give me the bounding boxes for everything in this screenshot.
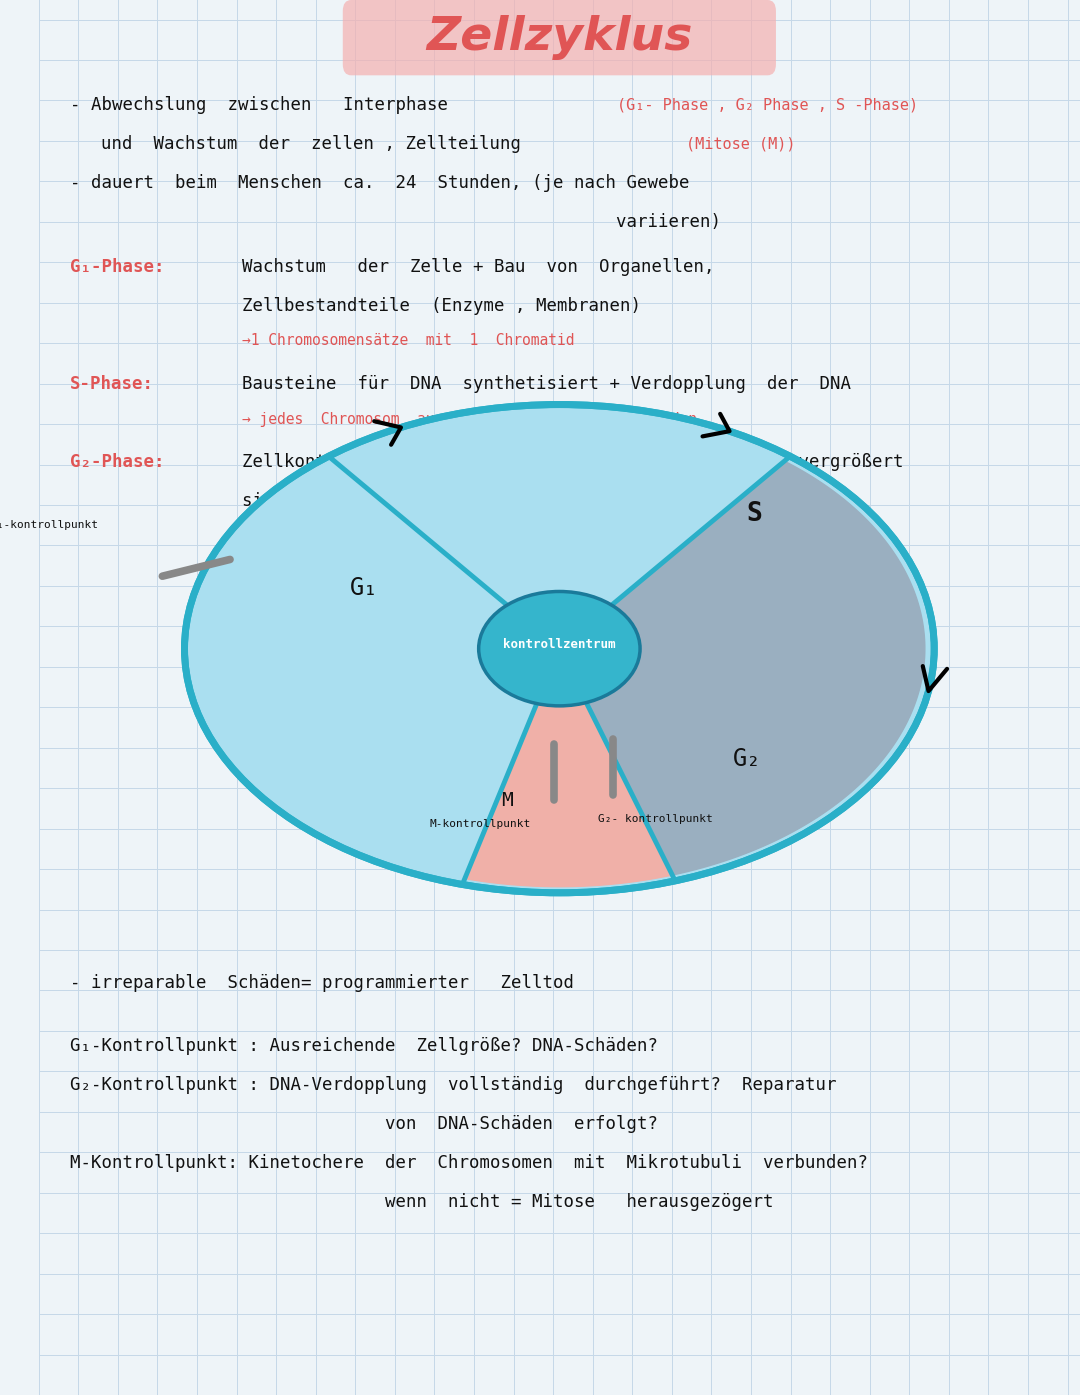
- Text: G₂-Phase:: G₂-Phase:: [70, 453, 164, 472]
- Polygon shape: [194, 462, 559, 879]
- Polygon shape: [559, 462, 924, 875]
- Text: und  Wachstum  der  zellen , Zellteilung: und Wachstum der zellen , Zellteilung: [102, 135, 531, 152]
- Text: - Abwechslung  zwischen   Interphase: - Abwechslung zwischen Interphase: [70, 96, 459, 113]
- Text: Wachstum   der  Zelle + Bau  von  Organellen,: Wachstum der Zelle + Bau von Organellen,: [242, 258, 714, 276]
- Text: Zellbestandteile  (Enzyme , Membranen): Zellbestandteile (Enzyme , Membranen): [242, 297, 640, 315]
- Text: S-Phase:: S-Phase:: [70, 375, 154, 393]
- Text: (Mitose (M)): (Mitose (M)): [687, 137, 796, 151]
- FancyBboxPatch shape: [342, 0, 775, 75]
- Ellipse shape: [478, 591, 640, 706]
- Text: wenn  nicht = Mitose   herausgezögert: wenn nicht = Mitose herausgezögert: [70, 1193, 773, 1211]
- Ellipse shape: [185, 405, 934, 893]
- Text: - irreparable  Schäden= programmierter   Zelltod: - irreparable Schäden= programmierter Ze…: [70, 975, 573, 992]
- Text: →1 Chromosomensätze  mit  1  Chromatid: →1 Chromosomensätze mit 1 Chromatid: [242, 333, 575, 349]
- Text: Bausteine  für  DNA  synthetisiert + Verdopplung  der  DNA: Bausteine für DNA synthetisiert + Verdop…: [242, 375, 851, 393]
- Text: G₁-Kontrollpunkt : Ausreichende  Zellgröße? DNA-Schäden?: G₁-Kontrollpunkt : Ausreichende Zellgröß…: [70, 1036, 658, 1055]
- Text: M-Kontrollpunkt: Kinetochere  der  Chromosomen  mit  Mikrotubuli  verbunden?: M-Kontrollpunkt: Kinetochere der Chromos…: [70, 1154, 868, 1172]
- Text: sich  durch  Flüssigkeitsaufnahme: sich durch Flüssigkeitsaufnahme: [242, 492, 589, 511]
- Text: G₂: G₂: [732, 746, 761, 770]
- Text: (G₁- Phase , G₂ Phase , S -Phase): (G₁- Phase , G₂ Phase , S -Phase): [617, 98, 918, 112]
- Text: kontrollzentrum: kontrollzentrum: [503, 638, 616, 651]
- Text: M-kontrollpunkt: M-kontrollpunkt: [429, 819, 530, 829]
- Text: S: S: [746, 501, 762, 527]
- Text: G₂-Kontrollpunkt : DNA-Verdopplung  vollständig  durchgeführt?  Reparatur: G₂-Kontrollpunkt : DNA-Verdopplung volls…: [70, 1076, 837, 1094]
- Polygon shape: [335, 410, 784, 649]
- Text: von  DNA-Schäden  erfolgt?: von DNA-Schäden erfolgt?: [70, 1115, 658, 1133]
- Text: M: M: [501, 791, 513, 809]
- Text: G₁-kontrollpunkt: G₁-kontrollpunkt: [0, 519, 98, 530]
- Text: Zellzyklus: Zellzyklus: [427, 15, 692, 60]
- Text: → jedes  Chromosom  aus  2  identischen  Chromatiden: → jedes Chromosom aus 2 identischen Chro…: [242, 412, 697, 427]
- Text: G₁: G₁: [350, 576, 379, 600]
- Text: Zellkontakte  zu  Nachbarzellen  lösen  sich +Zelle  vergrößert: Zellkontakte zu Nachbarzellen lösen sich…: [242, 453, 903, 472]
- Text: variieren): variieren): [70, 213, 721, 230]
- Text: G₁-Phase:: G₁-Phase:: [70, 258, 164, 276]
- Text: G₂- kontrollpunkt: G₂- kontrollpunkt: [597, 813, 713, 823]
- Text: - dauert  beim  Menschen  ca.  24  Stunden, (je nach Gewebe: - dauert beim Menschen ca. 24 Stunden, (…: [70, 174, 689, 191]
- Polygon shape: [464, 649, 673, 887]
